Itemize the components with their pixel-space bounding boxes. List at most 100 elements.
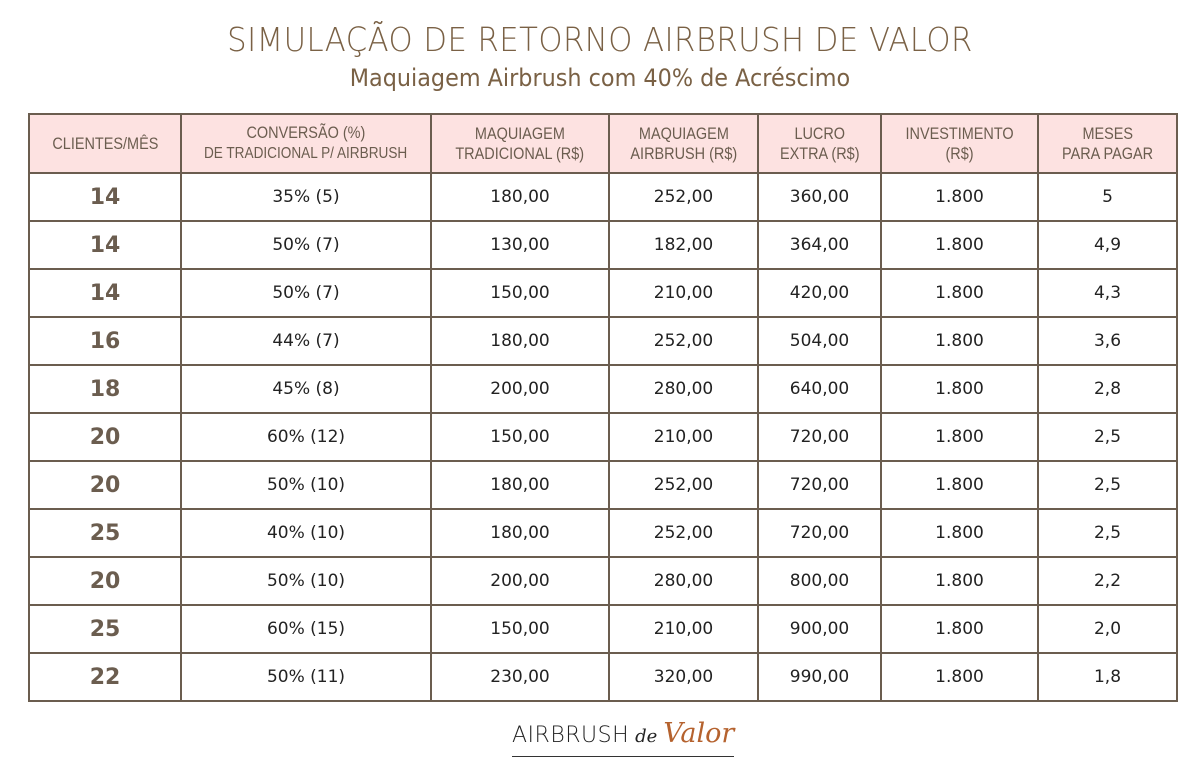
table-row: 14 35% (5) 180,00 252,00 360,00 1.800 5 (28, 172, 1178, 222)
cell-conversao: 50% (10) (180, 460, 432, 510)
cell-clientes: 14 (28, 220, 182, 270)
table-row: 22 50% (11) 230,00 320,00 990,00 1.800 1,8 (28, 652, 1178, 702)
cell-lucro-extra: 504,00 (757, 316, 882, 366)
cell-tradicional: 180,00 (430, 460, 610, 510)
table-header-row: CLIENTES/MÊS CONVERSÃO (%) DE TRADICIONAL… (28, 113, 1178, 174)
cell-lucro-extra: 720,00 (757, 412, 882, 462)
column-header-maquiagem-tradicional: MAQUIAGEM TRADICIONAL (R$) (430, 113, 610, 174)
cell-airbrush: 252,00 (608, 316, 759, 366)
cell-tradicional: 180,00 (430, 316, 610, 366)
cell-meses: 4,3 (1037, 268, 1178, 318)
logo-part-airbrush: AIRBRUSH (512, 723, 630, 748)
cell-tradicional: 150,00 (430, 604, 610, 654)
brand-logo: AIRBRUSH de Valor (512, 718, 735, 757)
table-row: 25 60% (15) 150,00 210,00 900,00 1.800 2,0 (28, 604, 1178, 654)
cell-clientes: 14 (28, 172, 182, 222)
column-header-meses: MESES PARA PAGAR (1037, 113, 1178, 174)
column-header-lucro-extra: LUCRO EXTRA (R$) (757, 113, 882, 174)
cell-meses: 3,6 (1037, 316, 1178, 366)
cell-tradicional: 150,00 (430, 268, 610, 318)
cell-airbrush: 210,00 (608, 604, 759, 654)
cell-conversao: 60% (12) (180, 412, 432, 462)
cell-lucro-extra: 364,00 (757, 220, 882, 270)
cell-airbrush: 210,00 (608, 412, 759, 462)
cell-clientes: 20 (28, 460, 182, 510)
table-row: 14 50% (7) 130,00 182,00 364,00 1.800 4,9 (28, 220, 1178, 270)
cell-meses: 5 (1037, 172, 1178, 222)
cell-airbrush: 280,00 (608, 364, 759, 414)
cell-meses: 4,9 (1037, 220, 1178, 270)
table-row: 14 50% (7) 150,00 210,00 420,00 1.800 4,3 (28, 268, 1178, 318)
cell-airbrush: 252,00 (608, 172, 759, 222)
table-row: 16 44% (7) 180,00 252,00 504,00 1.800 3,6 (28, 316, 1178, 366)
cell-lucro-extra: 720,00 (757, 508, 882, 558)
cell-conversao: 44% (7) (180, 316, 432, 366)
cell-investimento: 1.800 (880, 652, 1039, 702)
cell-tradicional: 150,00 (430, 412, 610, 462)
column-header-clientes: CLIENTES/MÊS (28, 113, 182, 174)
cell-lucro-extra: 420,00 (757, 268, 882, 318)
cell-conversao: 60% (15) (180, 604, 432, 654)
cell-clientes: 16 (28, 316, 182, 366)
cell-conversao: 40% (10) (180, 508, 432, 558)
cell-lucro-extra: 720,00 (757, 460, 882, 510)
cell-investimento: 1.800 (880, 508, 1039, 558)
table-row: 20 60% (12) 150,00 210,00 720,00 1.800 2,5 (28, 412, 1178, 462)
table-row: 20 50% (10) 180,00 252,00 720,00 1.800 2,5 (28, 460, 1178, 510)
cell-conversao: 50% (7) (180, 268, 432, 318)
cell-conversao: 45% (8) (180, 364, 432, 414)
table-row: 18 45% (8) 200,00 280,00 640,00 1.800 2,8 (28, 364, 1178, 414)
column-header-conversao: CONVERSÃO (%) DE TRADICIONAL P/ AIRBRUSH (180, 113, 432, 174)
cell-investimento: 1.800 (880, 604, 1039, 654)
cell-conversao: 50% (11) (180, 652, 432, 702)
cell-lucro-extra: 990,00 (757, 652, 882, 702)
cell-clientes: 20 (28, 412, 182, 462)
cell-meses: 2,2 (1037, 556, 1178, 606)
cell-tradicional: 180,00 (430, 508, 610, 558)
column-header-investimento: INVESTIMENTO (R$) (880, 113, 1039, 174)
cell-clientes: 25 (28, 508, 182, 558)
cell-meses: 2,8 (1037, 364, 1178, 414)
cell-lucro-extra: 900,00 (757, 604, 882, 654)
cell-lucro-extra: 360,00 (757, 172, 882, 222)
cell-tradicional: 130,00 (430, 220, 610, 270)
cell-clientes: 18 (28, 364, 182, 414)
cell-clientes: 25 (28, 604, 182, 654)
cell-meses: 2,5 (1037, 460, 1178, 510)
cell-lucro-extra: 640,00 (757, 364, 882, 414)
cell-airbrush: 320,00 (608, 652, 759, 702)
cell-clientes: 14 (28, 268, 182, 318)
cell-conversao: 50% (7) (180, 220, 432, 270)
cell-investimento: 1.800 (880, 556, 1039, 606)
cell-meses: 2,5 (1037, 508, 1178, 558)
column-header-maquiagem-airbrush: MAQUIAGEM AIRBRUSH (R$) (608, 113, 759, 174)
cell-investimento: 1.800 (880, 316, 1039, 366)
cell-lucro-extra: 800,00 (757, 556, 882, 606)
cell-meses: 2,5 (1037, 412, 1178, 462)
cell-investimento: 1.800 (880, 220, 1039, 270)
logo-part-valor: Valor (663, 718, 735, 749)
cell-conversao: 50% (10) (180, 556, 432, 606)
cell-airbrush: 252,00 (608, 508, 759, 558)
cell-tradicional: 180,00 (430, 172, 610, 222)
table-row: 20 50% (10) 200,00 280,00 800,00 1.800 2,2 (28, 556, 1178, 606)
logo-part-de: de (635, 726, 658, 747)
cell-investimento: 1.800 (880, 460, 1039, 510)
cell-investimento: 1.800 (880, 268, 1039, 318)
cell-airbrush: 182,00 (608, 220, 759, 270)
cell-tradicional: 200,00 (430, 364, 610, 414)
cell-tradicional: 200,00 (430, 556, 610, 606)
cell-investimento: 1.800 (880, 172, 1039, 222)
page-subtitle: Maquiagem Airbrush com 40% de Acréscimo (349, 64, 851, 92)
page-title: SIMULAÇÃO DE RETORNO AIRBRUSH DE VALOR (227, 20, 973, 59)
table-row: 25 40% (10) 180,00 252,00 720,00 1.800 2,5 (28, 508, 1178, 558)
cell-airbrush: 252,00 (608, 460, 759, 510)
cell-conversao: 35% (5) (180, 172, 432, 222)
cell-airbrush: 210,00 (608, 268, 759, 318)
cell-airbrush: 280,00 (608, 556, 759, 606)
cell-meses: 2,0 (1037, 604, 1178, 654)
cell-clientes: 20 (28, 556, 182, 606)
simulation-table: CLIENTES/MÊS CONVERSÃO (%) DE TRADICIONAL… (28, 113, 1178, 702)
cell-investimento: 1.800 (880, 364, 1039, 414)
cell-investimento: 1.800 (880, 412, 1039, 462)
